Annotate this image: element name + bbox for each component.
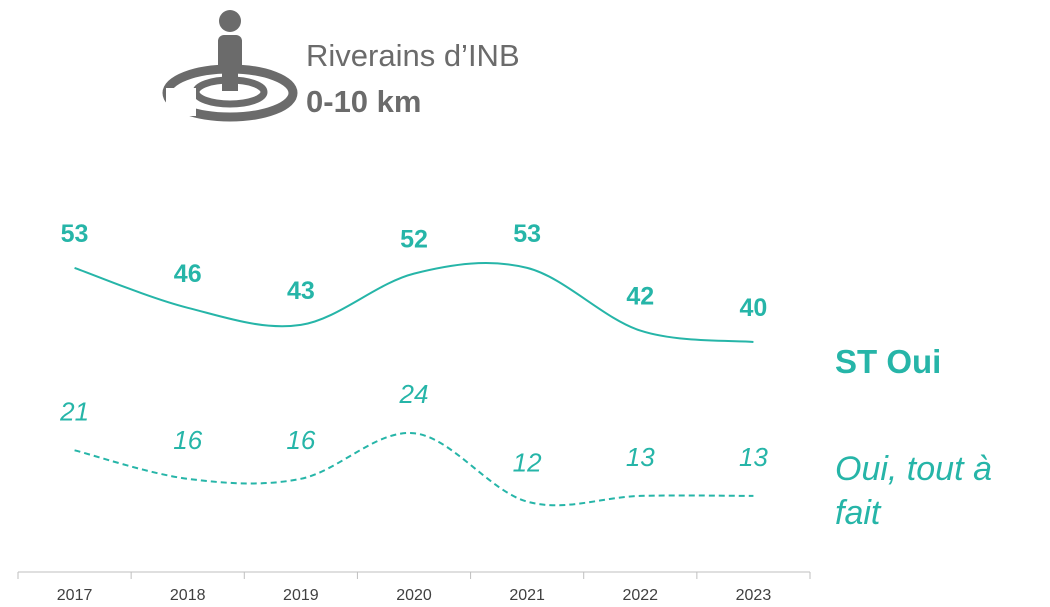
data-label: 24 (399, 379, 429, 409)
x-tick-label: 2020 (396, 587, 432, 604)
data-label: 21 (59, 396, 89, 426)
x-tick-label: 2017 (57, 587, 93, 604)
x-tick-label: 2018 (170, 587, 206, 604)
data-label: 13 (626, 442, 655, 472)
series-line (74, 432, 754, 507)
legend-entry: ST Oui (835, 343, 942, 380)
data-label: 46 (174, 260, 202, 288)
data-label: 16 (173, 425, 202, 455)
x-tick-label: 2021 (509, 587, 545, 604)
data-label: 52 (400, 226, 428, 254)
x-tick-label: 2022 (622, 587, 658, 604)
legend-entry: Oui, tout à fait (835, 450, 992, 533)
data-label: 53 (61, 220, 89, 248)
header-subtitle: 0-10 km (306, 84, 422, 119)
data-label: 16 (286, 425, 315, 455)
data-label: 53 (513, 220, 541, 248)
data-label: 43 (287, 277, 315, 305)
data-label: 40 (740, 294, 768, 322)
series-line (74, 262, 754, 343)
data-label: 12 (513, 448, 542, 478)
header-title: Riverains d’INB (306, 38, 520, 73)
icon (162, 10, 298, 122)
data-label: 13 (739, 442, 768, 472)
x-tick-label: 2019 (283, 587, 319, 604)
data-label: 42 (626, 283, 654, 311)
x-tick-label: 2023 (736, 587, 772, 604)
